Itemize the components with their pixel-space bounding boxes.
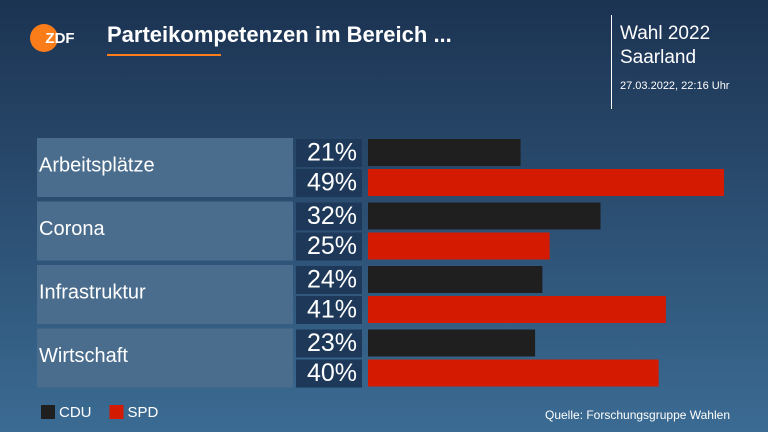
category-box [37, 328, 293, 388]
bar [368, 139, 521, 166]
bar [368, 232, 550, 260]
legend-label: SPD [128, 404, 159, 421]
category-box [37, 201, 293, 261]
value-box [296, 329, 362, 358]
source: Quelle: Forschungsgruppe Wahlen [545, 408, 730, 422]
logo: ZDF [45, 30, 74, 47]
category-box [37, 138, 293, 197]
category-label: Wirtschaft [39, 345, 128, 367]
legend-label: CDU [59, 404, 92, 421]
value-label: 24% [307, 266, 357, 294]
value-box [296, 232, 362, 261]
headline: Wahl 2022 [620, 23, 710, 44]
value-box [296, 359, 362, 388]
region: Saarland [620, 47, 696, 68]
bar [368, 359, 659, 387]
value-box [296, 266, 362, 294]
category-label: Corona [39, 218, 105, 240]
category-box [37, 265, 293, 324]
bar [368, 169, 724, 196]
value-label: 23% [307, 329, 357, 357]
bar [368, 266, 543, 293]
category-label: Arbeitsplätze [39, 154, 155, 176]
value-label: 49% [307, 169, 357, 197]
value-label: 25% [307, 232, 357, 260]
value-box [296, 139, 362, 167]
value-label: 21% [307, 139, 357, 167]
legend-swatch [109, 405, 124, 419]
legend-swatch [41, 405, 55, 419]
bar [368, 202, 601, 230]
value-box [296, 169, 362, 197]
title-underline [107, 54, 221, 56]
logo-badge [30, 24, 58, 52]
bar [368, 296, 666, 323]
category-label: Infrastruktur [39, 281, 146, 303]
divider [611, 15, 612, 109]
value-label: 32% [307, 202, 357, 230]
chart-title: Parteikompetenzen im Bereich ... [107, 22, 452, 47]
value-label: 41% [307, 296, 357, 324]
timestamp: 27.03.2022, 22:16 Uhr [620, 80, 730, 92]
value-box [296, 296, 362, 324]
value-label: 40% [307, 359, 357, 387]
bar [368, 329, 536, 357]
value-box [296, 202, 362, 231]
